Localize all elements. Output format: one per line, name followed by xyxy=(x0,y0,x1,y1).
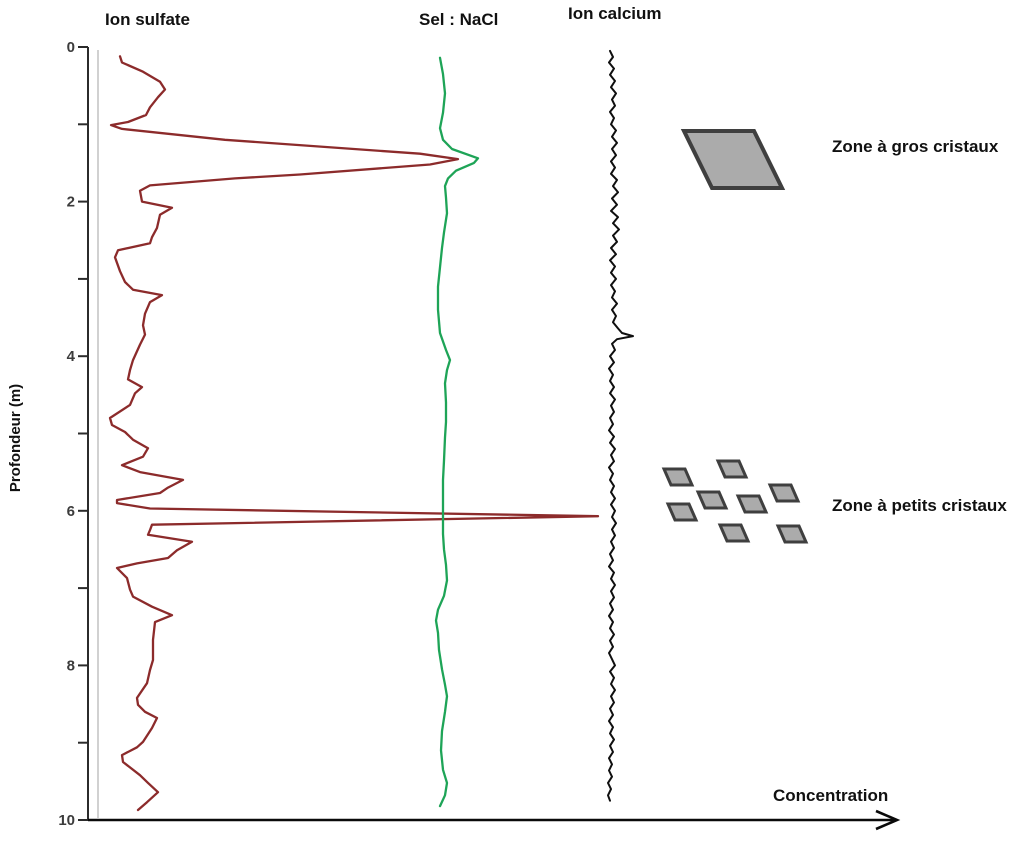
curve-title-calcium: Ion calcium xyxy=(568,4,662,23)
small-parallelogram-shape xyxy=(717,523,751,543)
small-parallelogram-shape xyxy=(775,524,809,544)
small-parallelogram-shape xyxy=(715,459,749,479)
x-axis-arrowhead xyxy=(875,809,901,831)
large-parallelogram-shape xyxy=(680,129,786,190)
small-parallelogram-shape xyxy=(735,494,769,514)
legend-item-small-crystals: Zone à petits cristaux xyxy=(655,450,1022,550)
small-parallelogram-shape xyxy=(661,467,695,487)
small-parallelogram-shape xyxy=(767,483,801,503)
legend-item-large-crystals: Zone à gros cristaux xyxy=(670,120,1022,200)
nacl-curve xyxy=(434,56,480,808)
small-parallelogram-shape xyxy=(695,490,729,510)
large-crystal-icon xyxy=(680,129,786,190)
y-axis-label: Profondeur (m) xyxy=(7,383,24,493)
y-tick-label: 2 xyxy=(67,194,75,211)
y-tick-label: 6 xyxy=(67,503,75,520)
y-tick-label: 10 xyxy=(58,812,75,829)
calcium-curve xyxy=(607,49,634,802)
x-axis-label: Concentration xyxy=(773,786,889,805)
curve-title-nacl: Sel : NaCl xyxy=(419,10,499,29)
legend-label-large-crystals: Zone à gros cristaux xyxy=(832,137,999,156)
curve-title-sulfate: Ion sulfate xyxy=(105,10,191,29)
y-tick-label: 0 xyxy=(67,39,75,56)
y-tick-label: 8 xyxy=(67,657,75,674)
small-crystals-cluster-icon xyxy=(661,459,809,544)
y-tick-label: 4 xyxy=(67,348,76,365)
sulfate-curve xyxy=(108,55,600,812)
legend-label-small-crystals: Zone à petits cristaux xyxy=(832,496,1007,515)
small-parallelogram-shape xyxy=(665,502,699,522)
